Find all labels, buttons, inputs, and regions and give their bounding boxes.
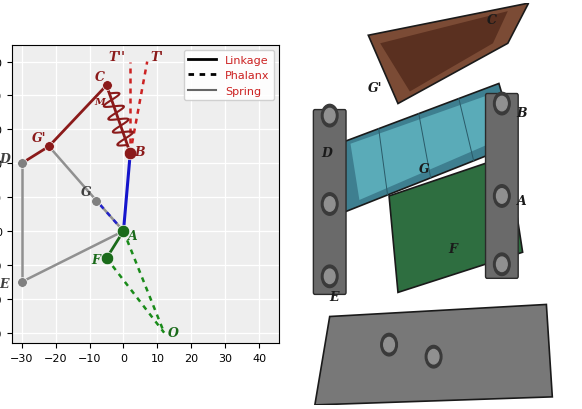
Circle shape — [494, 185, 510, 208]
FancyBboxPatch shape — [485, 94, 518, 279]
Polygon shape — [389, 156, 523, 293]
Circle shape — [494, 254, 510, 276]
Text: D: D — [0, 152, 10, 165]
Circle shape — [324, 197, 335, 212]
Text: G: G — [419, 162, 430, 175]
Circle shape — [428, 350, 439, 364]
Circle shape — [384, 337, 395, 352]
Circle shape — [496, 97, 507, 112]
Text: B: B — [134, 146, 145, 158]
Text: O: O — [168, 326, 179, 339]
Text: G': G' — [32, 132, 47, 145]
Text: C: C — [487, 14, 497, 27]
Text: B: B — [517, 106, 527, 119]
FancyBboxPatch shape — [313, 110, 346, 294]
Circle shape — [321, 265, 338, 288]
Circle shape — [496, 189, 507, 204]
Text: A: A — [127, 230, 137, 243]
Circle shape — [494, 93, 510, 115]
Text: F: F — [449, 243, 457, 256]
Text: E: E — [329, 291, 339, 304]
Text: T'': T'' — [108, 51, 125, 64]
Polygon shape — [368, 4, 528, 104]
Text: T': T' — [151, 51, 164, 64]
Polygon shape — [350, 96, 499, 200]
Text: M: M — [95, 98, 105, 107]
Text: G': G' — [368, 82, 383, 95]
Circle shape — [324, 270, 335, 284]
Text: F: F — [91, 254, 100, 267]
Polygon shape — [380, 12, 508, 92]
Text: C: C — [95, 71, 105, 84]
Circle shape — [425, 346, 442, 368]
Circle shape — [496, 257, 507, 272]
Polygon shape — [315, 305, 552, 405]
Legend: Linkage, Phalanx, Spring: Linkage, Phalanx, Spring — [184, 51, 274, 101]
Text: D: D — [321, 146, 332, 160]
Polygon shape — [339, 84, 517, 213]
Text: G: G — [81, 186, 92, 199]
Circle shape — [321, 105, 338, 128]
Circle shape — [324, 109, 335, 124]
Text: A: A — [517, 195, 527, 207]
Text: E: E — [0, 277, 9, 290]
Circle shape — [321, 193, 338, 216]
Circle shape — [381, 334, 398, 356]
